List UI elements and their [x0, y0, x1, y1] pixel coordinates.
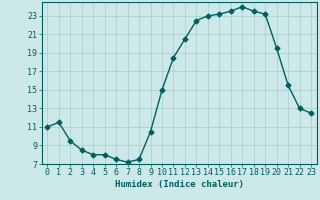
X-axis label: Humidex (Indice chaleur): Humidex (Indice chaleur) — [115, 180, 244, 189]
